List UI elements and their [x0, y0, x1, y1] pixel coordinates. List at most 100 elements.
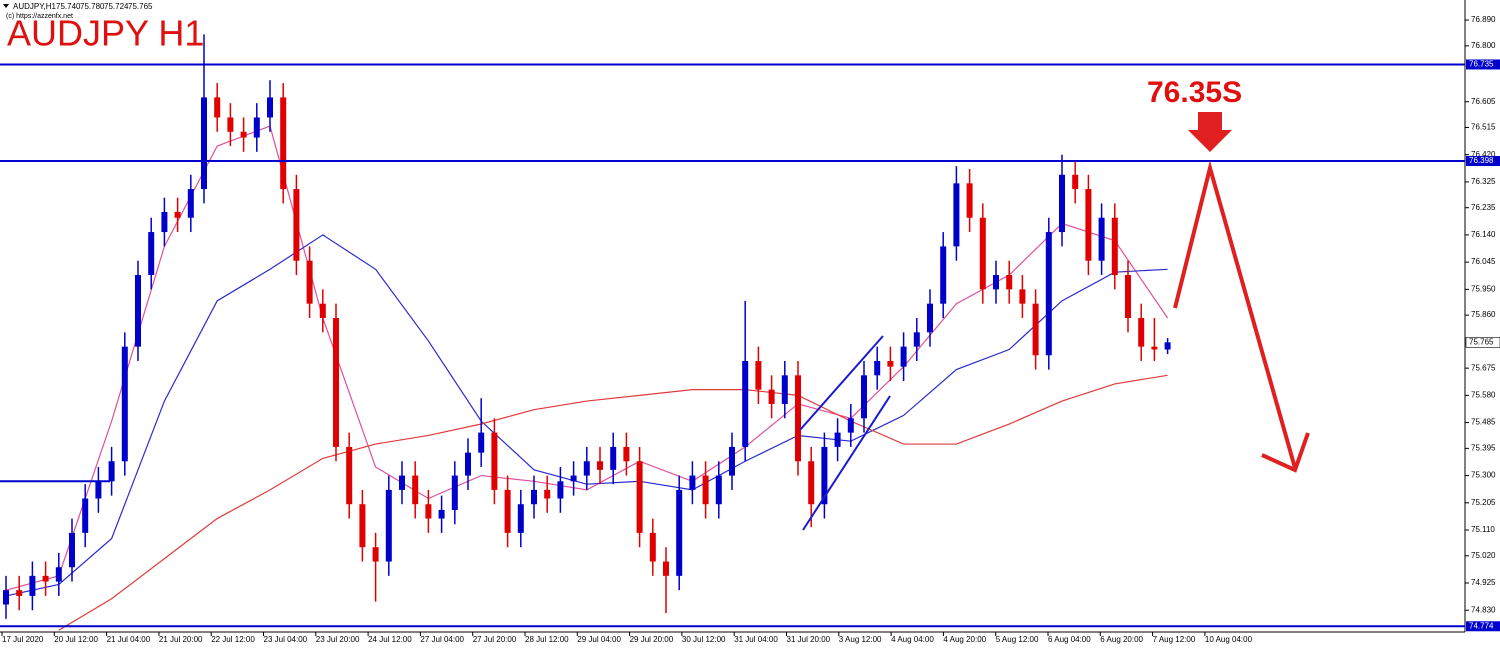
y-tick-label: 75.110 [1471, 525, 1495, 534]
candle-body [293, 189, 300, 261]
current-price: 75.765 [1469, 337, 1494, 346]
candle-body [161, 212, 168, 233]
candle-body [95, 481, 102, 499]
candle-body [544, 489, 551, 499]
candle-body [755, 360, 762, 390]
candle-body [1138, 318, 1145, 347]
x-tick-label: 27 Jul 20:00 [473, 635, 517, 644]
sell-arrow [1188, 112, 1232, 152]
candle-body [319, 303, 326, 319]
candle-body [623, 446, 630, 462]
x-tick-label: 3 Aug 12:00 [839, 635, 882, 644]
candle-body [174, 212, 181, 218]
y-tick-label: 76.140 [1471, 230, 1496, 239]
candle-body [240, 131, 247, 138]
price-box [1465, 337, 1500, 348]
candle-body [253, 117, 260, 138]
candle-body [306, 260, 313, 304]
y-tick-label: 75.675 [1471, 363, 1496, 372]
ohlc: 75.765 [128, 2, 153, 11]
candle-body [346, 446, 353, 505]
candle-body [333, 318, 339, 447]
candle-body [1019, 289, 1026, 304]
candle-body [267, 97, 273, 118]
candle-body [201, 97, 207, 190]
candle-body [610, 446, 617, 470]
x-tick-label: 4 Aug 04:00 [891, 635, 934, 644]
candle-body [847, 418, 854, 433]
candle-body [478, 432, 485, 453]
x-tick-label: 4 Aug 20:00 [943, 635, 986, 644]
candle-body [280, 97, 287, 190]
candle-body [913, 332, 920, 347]
menu-icon [3, 4, 9, 8]
candle-body [108, 461, 115, 482]
level-label: 76.735 [1469, 60, 1494, 69]
x-tick-label: 21 Jul 04:00 [107, 635, 151, 644]
symbol: AUDJPY,H1 [13, 2, 57, 11]
candle-body [1098, 217, 1105, 261]
candle-body [861, 375, 867, 419]
forecast-arrow-head [1261, 432, 1310, 473]
level-label: 74.774 [1469, 621, 1494, 630]
x-tick-label: 23 Jul 20:00 [316, 635, 360, 644]
candle-body [1072, 174, 1079, 190]
candle-body [187, 189, 194, 218]
x-tick-label: 31 Jul 20:00 [787, 635, 831, 644]
candle-body [993, 275, 999, 290]
candle-body [689, 475, 696, 490]
x-tick-label: 6 Aug 04:00 [1048, 635, 1091, 644]
candle-body [214, 97, 221, 118]
moving-average [58, 374, 1168, 631]
candle-body [702, 475, 709, 505]
x-tick-label: 23 Jul 04:00 [264, 635, 308, 644]
candle-body [649, 532, 656, 562]
candle-body [808, 461, 815, 505]
candle-body [148, 232, 155, 276]
y-tick-label: 75.205 [1471, 498, 1496, 507]
candle-body [874, 360, 881, 376]
x-tick-label: 10 Aug 04:00 [1205, 635, 1253, 644]
candle-body [465, 452, 471, 476]
candle-body [1006, 275, 1013, 290]
candle-body [1045, 232, 1052, 356]
candle-body [399, 475, 405, 490]
plot: 76.890 76.800 76.605 76.515 76.420 76.325 76.2… [0, 15, 1500, 644]
y-tick-label: 76.045 [1471, 257, 1496, 266]
candle-body [1125, 275, 1131, 319]
candle-body [570, 475, 577, 482]
y-tick-label: 76.605 [1471, 97, 1496, 106]
x-tick-label: 7 Aug 12:00 [1153, 635, 1196, 644]
candle-body [16, 590, 23, 596]
y-tick-label: 75.300 [1471, 471, 1496, 480]
y-tick-label: 74.925 [1471, 578, 1496, 587]
x-tick-label: 22 Jul 12:00 [211, 635, 255, 644]
y-tick-label: 76.515 [1471, 123, 1496, 132]
y-tick-label: 75.020 [1471, 551, 1496, 560]
candle-body [636, 461, 643, 533]
x-tick-label: 17 Jul 2020 [2, 635, 44, 644]
y-tick-label: 75.860 [1471, 310, 1496, 319]
candle-body [768, 389, 775, 404]
candle-body [1111, 217, 1118, 276]
y-tick-label: 76.800 [1471, 41, 1496, 50]
candle-body [821, 446, 828, 505]
annotation: 76.35S [1147, 76, 1242, 109]
candle-body [451, 475, 458, 510]
candle-body [82, 498, 89, 533]
y-tick-label: 76.235 [1471, 203, 1496, 212]
y-tick-label: 76.890 [1471, 15, 1496, 24]
x-tick-label: 21 Jul 20:00 [159, 635, 203, 644]
candle-body [1059, 174, 1065, 233]
candle-body [900, 346, 907, 367]
candle-body [359, 504, 366, 548]
candle-body [3, 590, 9, 605]
candle-body [29, 575, 36, 596]
candle-body [676, 489, 683, 576]
y-tick-label: 75.395 [1471, 443, 1496, 452]
candle-body [1164, 342, 1171, 350]
candle-body [979, 217, 986, 290]
y-tick-label: 75.950 [1471, 284, 1496, 293]
candle-body [583, 461, 590, 476]
